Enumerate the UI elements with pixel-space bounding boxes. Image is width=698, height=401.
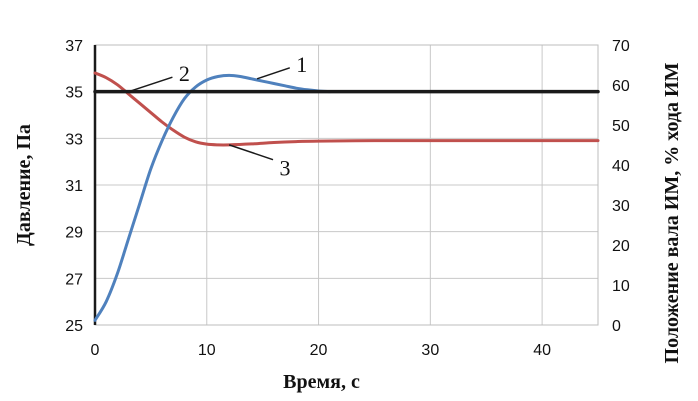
- y-right-tick-label: 0: [612, 318, 621, 335]
- y-left-tick-label: 25: [65, 318, 83, 335]
- y-right-tick-label: 10: [612, 278, 630, 295]
- y-right-tick-label: 40: [612, 158, 630, 175]
- y-left-axis-title: Давление, Па: [13, 124, 35, 246]
- x-tick-label: 30: [421, 342, 439, 359]
- x-tick-label: 0: [91, 342, 100, 359]
- y-left-tick-label: 33: [65, 131, 83, 148]
- x-tick-label: 10: [198, 342, 216, 359]
- x-axis-title: Время, с: [283, 371, 360, 393]
- series-3-line: [93, 71, 600, 147]
- annotation-leader-2: [128, 76, 173, 93]
- annotation-leader-1: [256, 67, 291, 80]
- y-right-tick-label: 20: [612, 238, 630, 255]
- annotation-leader-3: [228, 144, 274, 161]
- y-left-tick-label: 37: [65, 38, 83, 55]
- x-tick-label: 40: [533, 342, 551, 359]
- y-left-tick-label: 31: [65, 178, 83, 195]
- y-right-tick-label: 50: [612, 118, 630, 135]
- annotation-label-2: 2: [179, 61, 190, 86]
- y-right-tick-label: 30: [612, 198, 630, 215]
- annotation-label-3: 3: [280, 156, 291, 181]
- series-1-line: [93, 73, 332, 322]
- y-right-tick-label: 60: [612, 78, 630, 95]
- annotation-label-1: 1: [296, 52, 307, 77]
- y-right-tick-label: 70: [612, 38, 630, 55]
- y-right-axis-title: Положение вала ИМ, % хода ИМ: [661, 62, 683, 363]
- y-left-tick-label: 29: [65, 225, 83, 242]
- y-left-tick-label: 35: [65, 85, 83, 102]
- y-left-tick-label: 27: [65, 271, 83, 288]
- x-tick-label: 20: [310, 342, 328, 359]
